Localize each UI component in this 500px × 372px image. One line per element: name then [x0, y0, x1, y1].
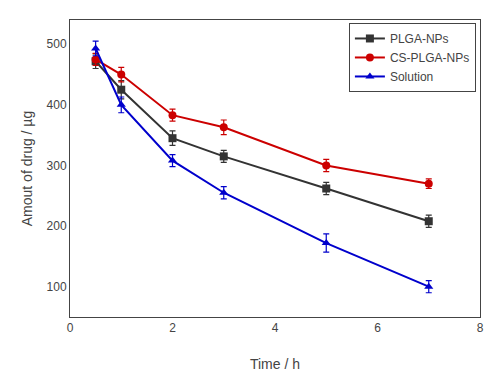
svg-text:CS-PLGA-NPs: CS-PLGA-NPs: [390, 51, 469, 65]
svg-text:Time / h: Time / h: [250, 356, 300, 372]
svg-text:2: 2: [169, 321, 176, 335]
svg-text:4: 4: [272, 321, 279, 335]
svg-text:400: 400: [47, 98, 67, 112]
svg-text:500: 500: [47, 37, 67, 51]
svg-text:6: 6: [374, 321, 381, 335]
svg-text:100: 100: [47, 280, 67, 294]
svg-text:8: 8: [477, 321, 484, 335]
svg-text:200: 200: [47, 219, 67, 233]
svg-text:Solution: Solution: [390, 70, 433, 84]
svg-text:Amout of drug / µg: Amout of drug / µg: [19, 111, 35, 226]
svg-text:0: 0: [67, 321, 74, 335]
svg-text:300: 300: [47, 159, 67, 173]
svg-text:PLGA-NPs: PLGA-NPs: [390, 32, 449, 46]
